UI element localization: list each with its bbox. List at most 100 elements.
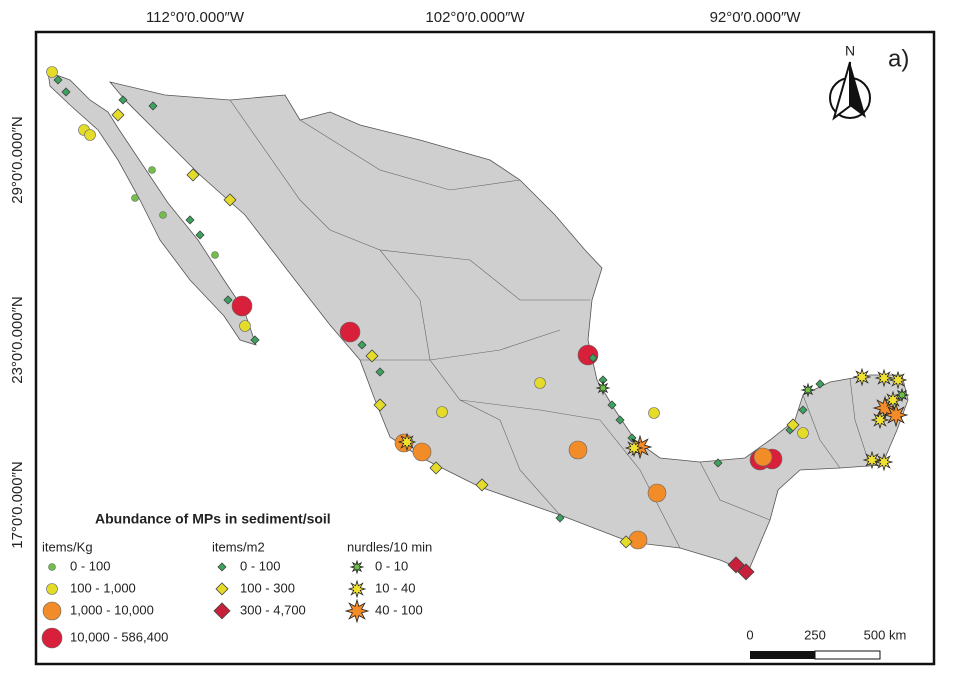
sample-point (647, 483, 667, 503)
sample-point (217, 562, 227, 572)
scale-label: 250 (804, 627, 826, 642)
scale-label: 500 km (864, 627, 907, 642)
sample-point (185, 215, 195, 225)
sample-point (48, 563, 56, 571)
sample-point (53, 75, 63, 85)
sample-point (84, 129, 96, 141)
sample-point (223, 295, 233, 305)
sample-point (118, 95, 128, 105)
peninsula (47, 71, 257, 346)
legend-header: items/Kg (42, 539, 93, 554)
sample-point (373, 398, 387, 412)
legend: Abundance of MPs in sediment/soilitems/K… (41, 511, 432, 649)
panel-label: a) (888, 45, 909, 72)
latitude-label: 23°0′0.000″N (9, 296, 26, 384)
state-borders (229, 99, 871, 549)
nurdle-marker (852, 367, 872, 387)
sample-point (628, 530, 648, 550)
nurdle-marker (624, 438, 644, 458)
sample-point (555, 513, 565, 523)
sample-point (42, 601, 62, 621)
sample-point (375, 367, 385, 377)
sample-point (534, 377, 546, 389)
scale-bar (750, 650, 881, 660)
sample-point (46, 583, 58, 595)
north-arrow: N (829, 43, 871, 121)
latitude-label: 17°0′0.000″N (9, 461, 26, 549)
sample-point (753, 447, 773, 467)
sample-point (577, 344, 599, 366)
sample-point (713, 458, 723, 468)
sample-point (797, 427, 809, 439)
sample-point (568, 440, 588, 460)
sample-point (148, 101, 158, 111)
latitude-label: 29°0′0.000″N (9, 116, 26, 204)
sample-point (815, 379, 825, 389)
sample-point (250, 335, 260, 345)
sample-point (365, 349, 379, 363)
legend-item: 10,000 - 586,400 (70, 629, 168, 644)
sample-point (148, 166, 156, 174)
nurdle-marker (870, 410, 890, 430)
legend-item: 300 - 4,700 (240, 602, 306, 617)
sample-point (598, 375, 608, 385)
legend-item: 0 - 100 (70, 558, 110, 573)
nurdle-marker (347, 579, 367, 599)
sample-point (588, 353, 598, 363)
nurdle-marker (888, 370, 908, 390)
sample-point (215, 582, 229, 596)
legend-header: nurdles/10 min (347, 539, 432, 554)
sample-point (46, 66, 58, 78)
nurdle-marker (595, 380, 611, 396)
sample-point (231, 295, 253, 317)
sample-point (211, 251, 219, 259)
legend-item: 100 - 1,000 (70, 580, 136, 595)
legend-item: 1,000 - 10,000 (70, 602, 154, 617)
sample-point (786, 418, 800, 432)
nurdle-marker (800, 382, 816, 398)
longitude-label: 92°0′0.000″W (710, 9, 802, 26)
sample-point (648, 407, 660, 419)
sample-point (475, 478, 489, 492)
legend-item: 10 - 40 (375, 580, 415, 595)
sample-point (223, 193, 237, 207)
sample-point (111, 108, 125, 122)
north-label: N (845, 43, 855, 59)
nurdle-marker (894, 387, 910, 403)
scale-label: 0 (746, 627, 753, 642)
sample-point (619, 535, 633, 549)
legend-item: 100 - 300 (240, 580, 295, 595)
nurdle-marker (349, 559, 365, 575)
sample-point (159, 211, 167, 219)
sample-point (727, 556, 745, 574)
sample-point (195, 230, 205, 240)
nurdle-marker (862, 450, 882, 470)
sample-point (615, 415, 625, 425)
nurdle-marker (883, 390, 903, 410)
sample-point (41, 627, 63, 649)
sample-point (737, 563, 755, 581)
sample-point (357, 340, 367, 350)
sample-point (186, 168, 200, 182)
sample-point (339, 321, 361, 343)
sample-point (607, 400, 617, 410)
legend-title: Abundance of MPs in sediment/soil (95, 511, 331, 527)
longitude-label: 112°0′0.000″W (146, 9, 245, 26)
legend-item: 0 - 10 (375, 558, 408, 573)
sample-point (436, 406, 448, 418)
legend-header: items/m2 (212, 539, 265, 554)
sample-point (239, 320, 251, 332)
nurdle-marker (883, 402, 909, 428)
sample-point (412, 442, 432, 462)
sample-point (131, 194, 139, 202)
sample-point (61, 87, 71, 97)
nurdle-marker (397, 432, 417, 452)
nurdle-marker (344, 598, 370, 624)
sample-point (429, 461, 443, 475)
legend-item: 40 - 100 (375, 602, 423, 617)
nurdle-marker (874, 452, 894, 472)
legend-item: 0 - 100 (240, 558, 280, 573)
sample-point (213, 602, 231, 620)
